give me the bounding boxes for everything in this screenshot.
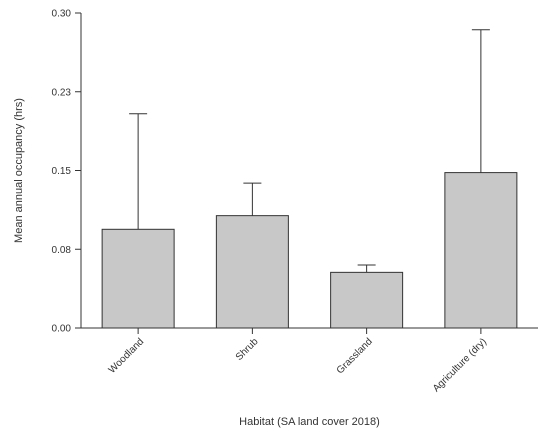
y-tick-label: 0.23	[52, 87, 72, 98]
bar-woodland	[101, 228, 175, 329]
y-tick-label: 0.15	[52, 166, 72, 177]
x-axis-label: Habitat (SA land cover 2018)	[239, 416, 380, 428]
y-tick-label: 0.30	[52, 9, 72, 20]
x-tick-label: Agriculture (dry)	[431, 336, 489, 394]
y-tick-label: 0.08	[52, 245, 72, 256]
x-tick-label: Grassland	[335, 336, 375, 376]
y-tick-label: 0.00	[52, 324, 72, 335]
x-tick-label: Woodland	[107, 336, 146, 375]
bar-shrub	[215, 215, 289, 329]
bar-grassland	[330, 271, 404, 329]
y-axis-label: Mean annual occupancy (hrs)	[13, 98, 25, 243]
x-tick-label: Shrub	[234, 336, 261, 363]
bar-agriculture-dry	[444, 172, 518, 329]
